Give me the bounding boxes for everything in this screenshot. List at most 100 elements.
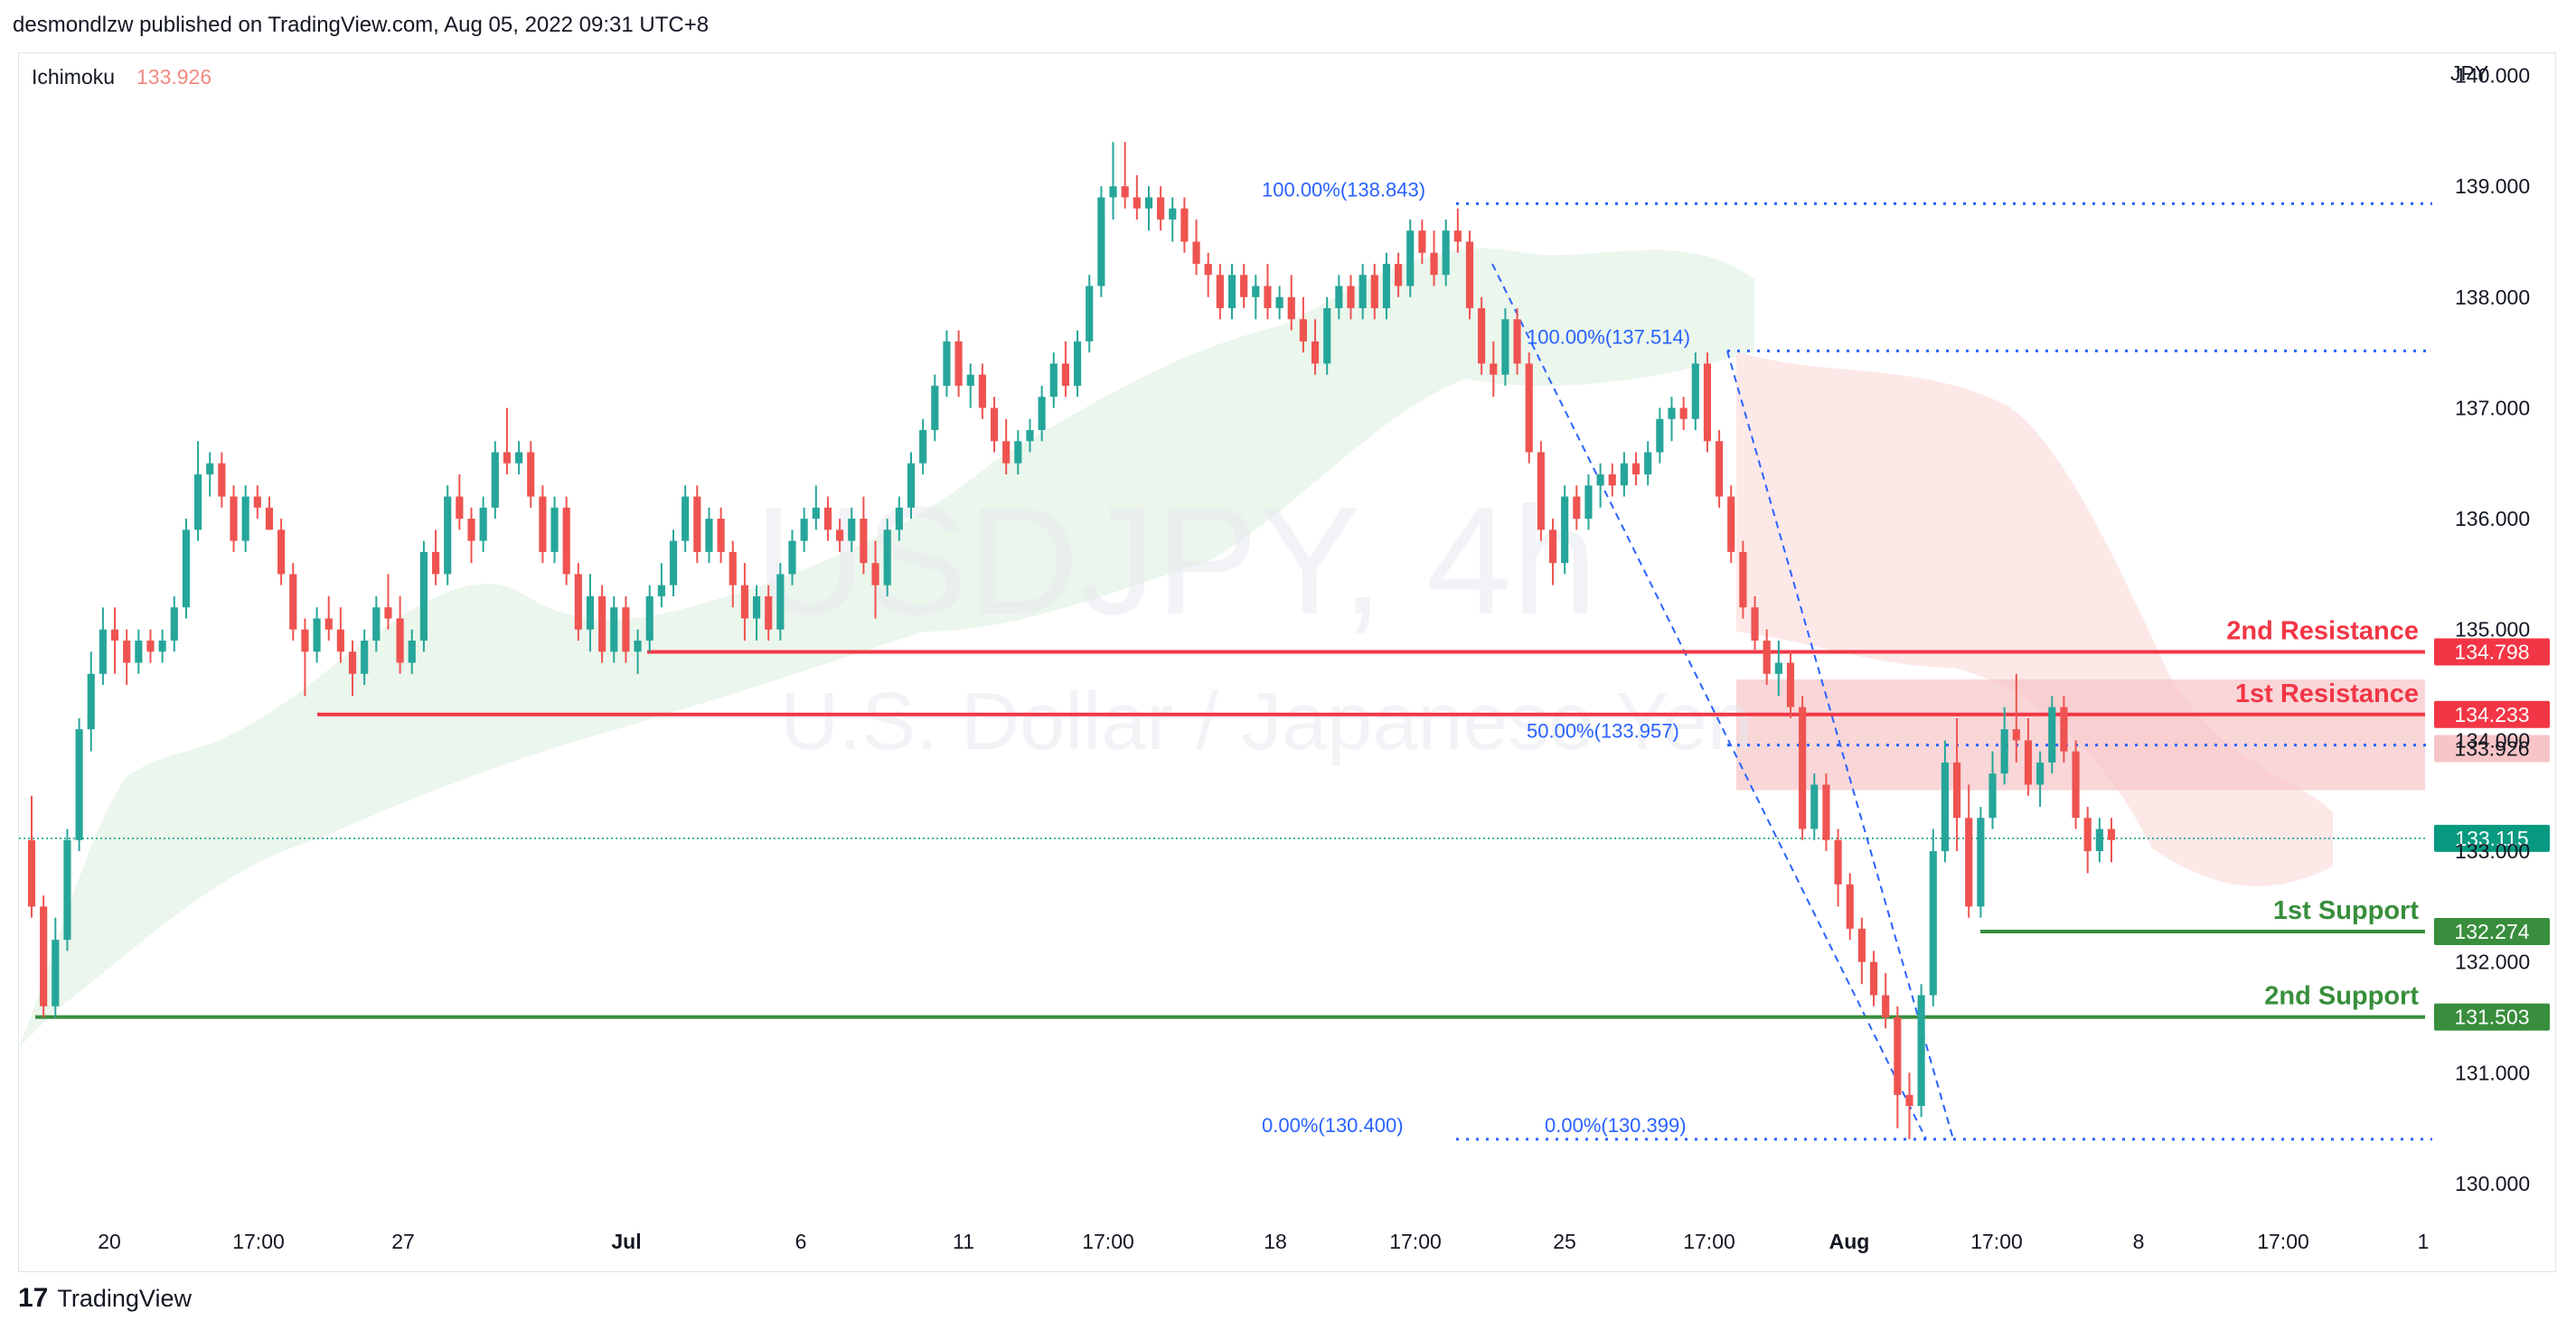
candle[interactable] <box>740 563 748 641</box>
candle[interactable] <box>1073 330 1082 398</box>
candle[interactable] <box>907 452 916 520</box>
candle[interactable] <box>610 595 618 663</box>
candle[interactable] <box>883 519 891 596</box>
candle[interactable] <box>1359 264 1367 320</box>
candle[interactable] <box>1478 296 1486 375</box>
candle[interactable] <box>52 917 60 1017</box>
candle[interactable] <box>336 607 344 663</box>
candle[interactable] <box>752 585 761 641</box>
candle[interactable] <box>1014 429 1022 475</box>
candle[interactable] <box>2107 818 2116 863</box>
candle[interactable] <box>1894 1006 1902 1129</box>
candle[interactable] <box>550 496 559 564</box>
candle[interactable] <box>2000 707 2008 785</box>
candles[interactable] <box>27 142 2116 1139</box>
time-axis[interactable]: 20 17:00 27 Jul 6 11 17:00 18 17:00 25 17:00 Aug 17:… <box>98 1230 2429 1253</box>
candle[interactable] <box>206 452 214 497</box>
candle[interactable] <box>456 474 464 530</box>
candle[interactable] <box>669 529 678 596</box>
candle[interactable] <box>1133 174 1141 220</box>
candle[interactable] <box>218 452 226 508</box>
candle[interactable] <box>2072 740 2080 829</box>
candle[interactable] <box>1929 829 1937 1007</box>
candle[interactable] <box>1561 485 1569 575</box>
candle[interactable] <box>1703 352 1712 453</box>
candle[interactable] <box>990 397 999 453</box>
candle[interactable] <box>954 330 963 398</box>
candle[interactable] <box>1109 142 1117 220</box>
candle[interactable] <box>2036 751 2045 807</box>
candle[interactable] <box>1299 296 1307 353</box>
candle[interactable] <box>2024 717 2033 796</box>
candle[interactable] <box>1679 397 1688 430</box>
candle[interactable] <box>1323 296 1331 375</box>
candle[interactable] <box>622 595 630 663</box>
candle[interactable] <box>1347 275 1355 320</box>
candle[interactable] <box>1086 275 1094 353</box>
candle[interactable] <box>1287 275 1295 331</box>
candle[interactable] <box>1430 230 1438 286</box>
candle[interactable] <box>1941 740 1949 863</box>
candle[interactable] <box>158 629 166 663</box>
candlestick-chart[interactable]: USDJPY, 4h U.S. Dollar / Japanese Yen 10… <box>19 53 2557 1273</box>
candle[interactable] <box>1453 208 1462 253</box>
candle[interactable] <box>966 363 974 408</box>
candle[interactable] <box>1822 773 1830 852</box>
candle[interactable] <box>40 895 48 1017</box>
candle[interactable] <box>645 585 653 652</box>
candle[interactable] <box>1988 751 1997 829</box>
candle[interactable] <box>27 795 36 918</box>
candle[interactable] <box>1335 275 1343 320</box>
candle[interactable] <box>693 485 701 564</box>
candle[interactable] <box>230 485 238 552</box>
candle[interactable] <box>1620 452 1628 497</box>
candle[interactable] <box>146 629 155 663</box>
candle[interactable] <box>1668 397 1676 442</box>
candle[interactable] <box>1418 219 1426 265</box>
candle[interactable] <box>1727 485 1735 564</box>
candle[interactable] <box>1810 773 1819 840</box>
candle[interactable] <box>895 496 903 541</box>
candle[interactable] <box>324 595 333 641</box>
candle[interactable] <box>123 629 131 686</box>
support-resistance-lines[interactable]: 2nd Resistance 134.798 1st Resistance 134.2… <box>19 617 2550 1031</box>
candle[interactable] <box>1584 474 1593 530</box>
candle[interactable] <box>361 629 369 686</box>
candle[interactable] <box>1026 418 1034 453</box>
candle[interactable] <box>705 507 713 564</box>
candle[interactable] <box>182 519 191 619</box>
candle[interactable] <box>1144 186 1153 231</box>
candle[interactable] <box>1216 264 1224 320</box>
candle[interactable] <box>265 496 274 530</box>
fibonacci-drawings[interactable]: 100.00%(138.843) 100.00%(137.514) 50.00%(1… <box>1262 178 2432 1141</box>
candle[interactable] <box>1846 873 1854 941</box>
candle[interactable] <box>800 507 808 552</box>
candle[interactable] <box>931 374 939 442</box>
candle[interactable] <box>408 629 416 674</box>
candle[interactable] <box>241 485 249 552</box>
candle[interactable] <box>765 585 773 641</box>
candle[interactable] <box>539 485 547 564</box>
indicator-legend[interactable]: Ichimoku 133.926 <box>32 65 212 89</box>
candle[interactable] <box>1382 252 1391 320</box>
candle[interactable] <box>682 485 690 552</box>
candle[interactable] <box>479 496 487 552</box>
candle[interactable] <box>1240 264 1248 309</box>
candle[interactable] <box>1905 1072 1913 1139</box>
level-price-badge[interactable] <box>2434 638 2550 666</box>
candle[interactable] <box>170 595 178 652</box>
candle[interactable] <box>431 529 440 585</box>
candle[interactable] <box>301 618 309 697</box>
candle[interactable] <box>99 607 107 686</box>
level-price-badge[interactable] <box>2434 700 2550 728</box>
candle[interactable] <box>1252 275 1260 320</box>
candle[interactable] <box>2095 818 2103 863</box>
candle[interactable] <box>598 585 606 663</box>
candle[interactable] <box>1275 286 1283 320</box>
candle[interactable] <box>1501 308 1509 386</box>
candle[interactable] <box>848 507 856 552</box>
candle[interactable] <box>515 441 523 475</box>
candle[interactable] <box>1977 806 1985 918</box>
candle[interactable] <box>1965 784 1973 918</box>
candle[interactable] <box>1227 264 1236 320</box>
